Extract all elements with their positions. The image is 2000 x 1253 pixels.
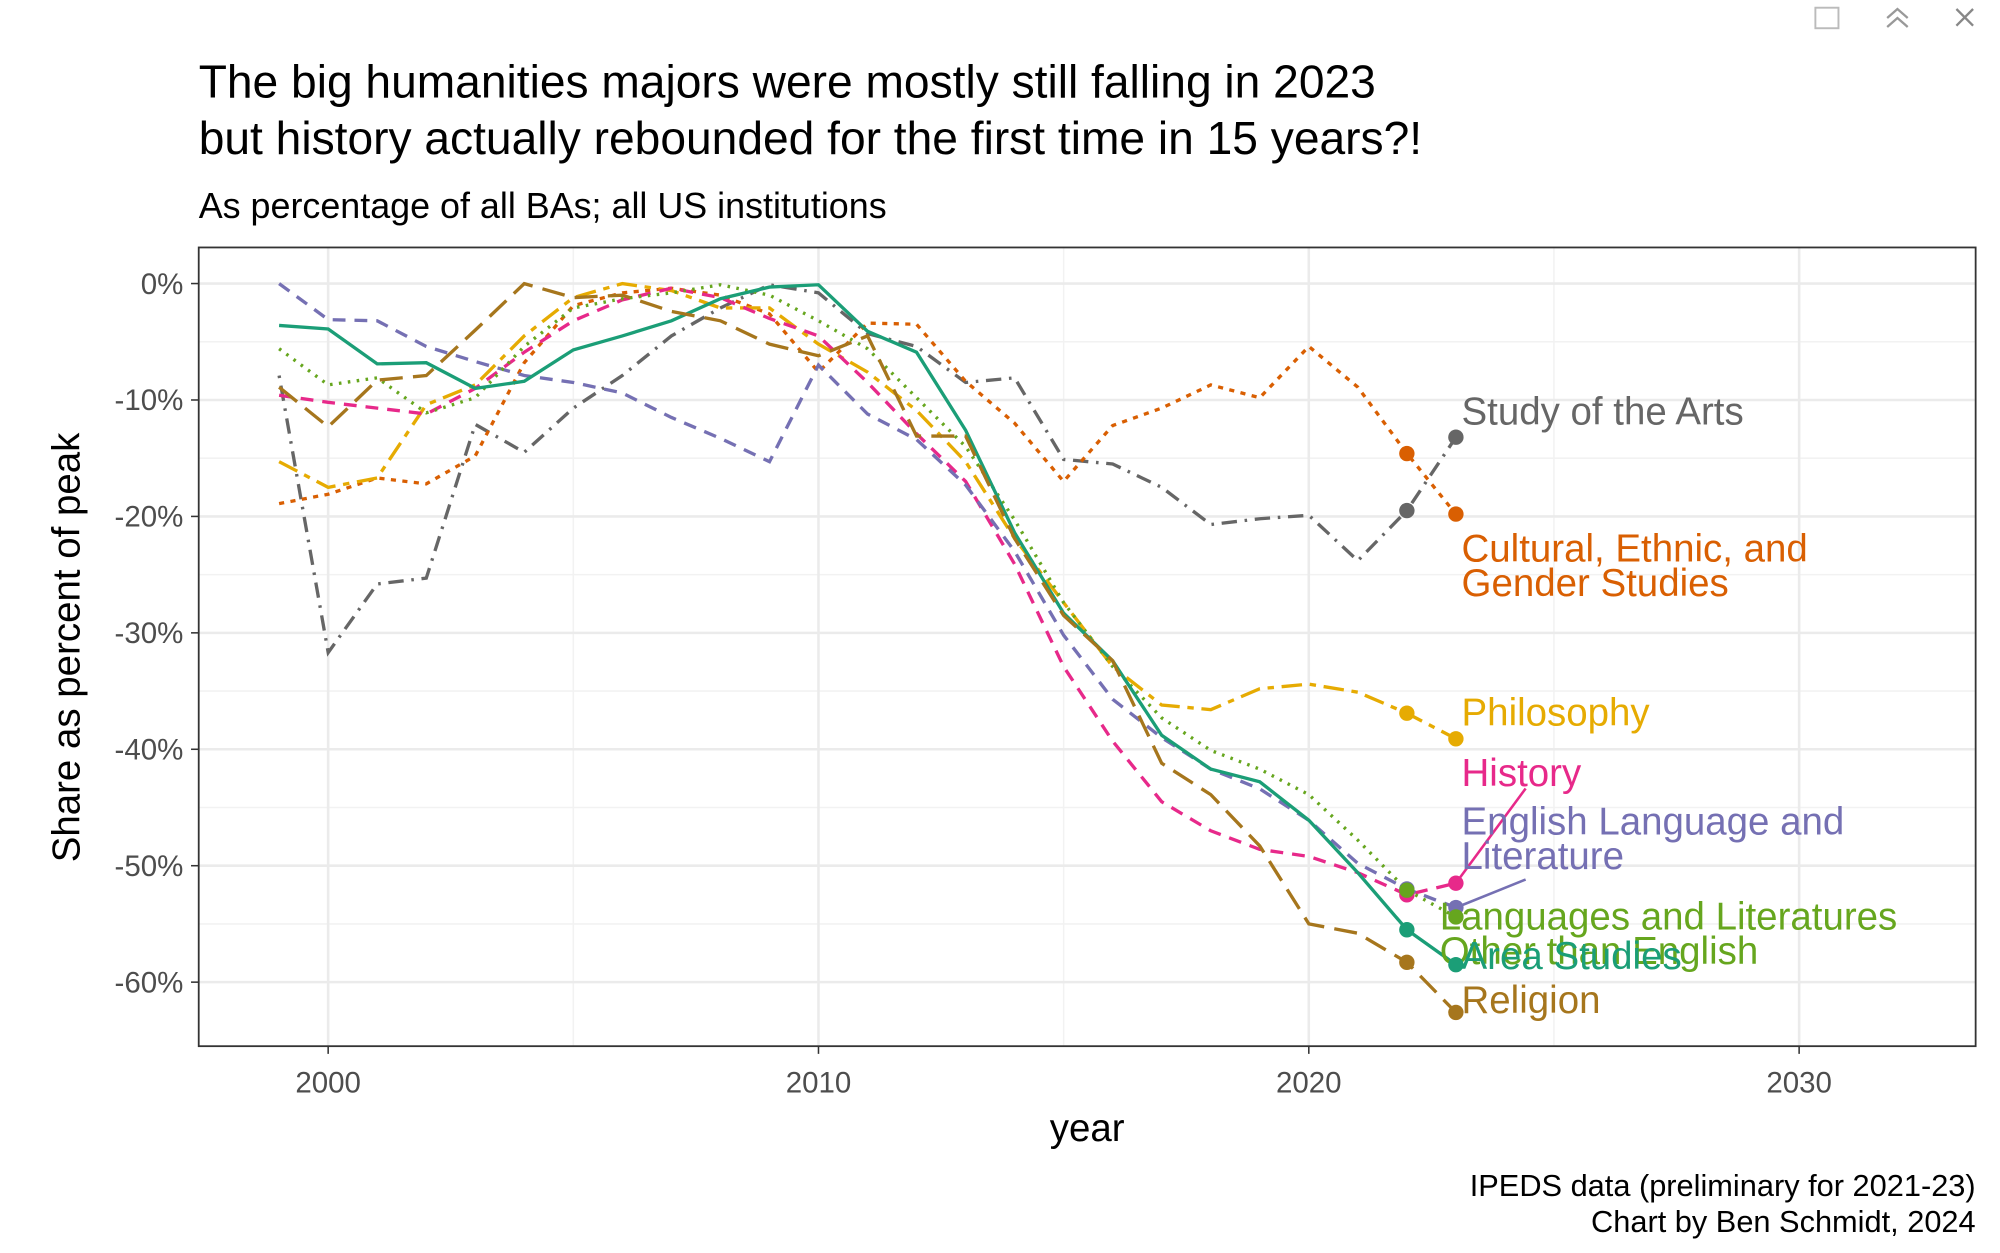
end-point	[1448, 909, 1464, 925]
series-label: English Language and Literature	[1462, 801, 1845, 879]
series-line	[278, 283, 1457, 966]
x-tick-label: 2010	[786, 1066, 852, 1099]
plot-border	[197, 246, 1977, 1048]
end-point	[1399, 882, 1415, 898]
y-tick-label: -40%	[115, 734, 184, 767]
y-tick-label: -30%	[115, 617, 184, 650]
end-point	[1399, 922, 1415, 938]
series-line	[278, 282, 1457, 910]
end-point	[1399, 705, 1415, 721]
series-label: Study of the Arts	[1462, 390, 1744, 433]
series-label: Area Studies	[1462, 935, 1682, 978]
caption: Chart by Ben Schmidt, 2024	[1591, 1204, 1976, 1239]
series-label: Religion	[1462, 979, 1601, 1022]
series-label: History	[1462, 752, 1582, 795]
end-point	[1399, 502, 1415, 519]
caption: IPEDS data (preliminary for 2021-23)	[1470, 1168, 1976, 1203]
end-point	[1448, 731, 1464, 747]
collapse-icon[interactable]	[1886, 7, 1909, 28]
popout-icon[interactable]	[1814, 6, 1840, 30]
end-point	[1448, 1004, 1464, 1021]
end-point	[1399, 445, 1415, 462]
label-leader	[1455, 878, 1527, 909]
y-tick-label: -60%	[115, 966, 184, 999]
chart-subtitle: As percentage of all BAs; all US institu…	[199, 186, 887, 226]
chart-title: The big humanities majors were mostly st…	[199, 55, 1376, 107]
x-tick-label: 2030	[1766, 1066, 1832, 1099]
x-tick-label: 2000	[295, 1066, 361, 1099]
y-tick-label: -10%	[115, 384, 184, 417]
end-point	[1448, 956, 1464, 973]
series-line	[278, 281, 1458, 1014]
chart-title: but history actually rebounded for the f…	[199, 112, 1422, 164]
y-tick-label: -20%	[115, 501, 184, 534]
series-line	[278, 281, 1457, 741]
y-tick-label: 0%	[141, 268, 184, 301]
series-label: Cultural, Ethnic, and Gender Studies	[1462, 528, 1808, 606]
label-leader	[1454, 787, 1527, 884]
end-point	[1448, 506, 1464, 522]
window-controls	[1814, 6, 1974, 30]
series-label: Languages and Literatures Other than Engl…	[1440, 896, 1898, 974]
end-point	[1399, 954, 1415, 971]
end-point	[1448, 429, 1464, 445]
series-line	[278, 283, 1457, 919]
series-line	[277, 283, 1458, 657]
y-tick-label: -50%	[115, 850, 184, 883]
y-axis-title: Share as percent of peak	[45, 432, 88, 862]
series-label: Philosophy	[1462, 692, 1651, 735]
x-axis-title: year	[1050, 1107, 1125, 1150]
x-tick-label: 2020	[1276, 1066, 1342, 1099]
close-icon[interactable]	[1955, 8, 1974, 27]
